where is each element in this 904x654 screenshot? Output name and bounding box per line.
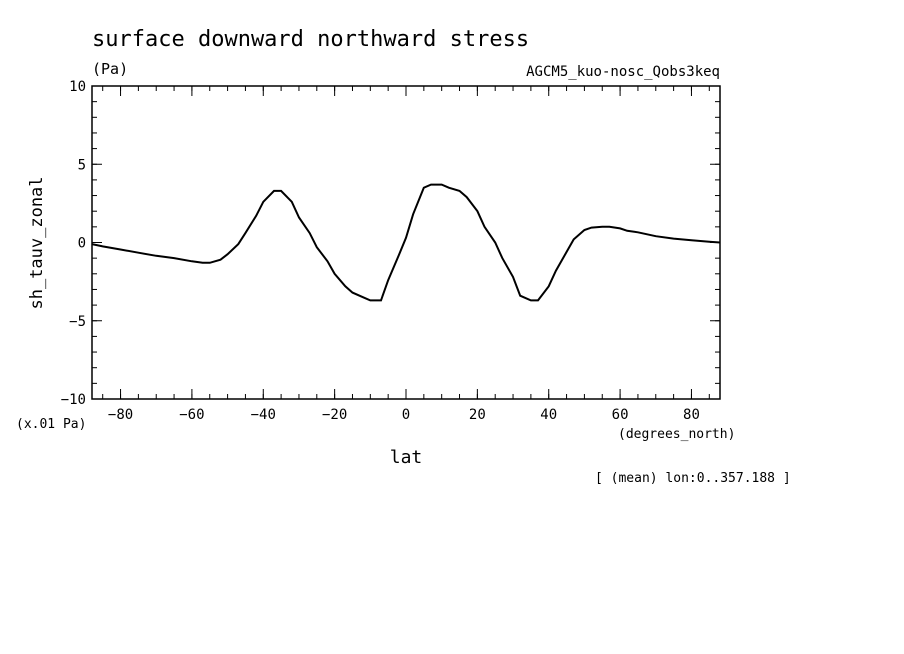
plot-frame bbox=[91, 85, 721, 400]
x-tick-label: 40 bbox=[540, 407, 557, 423]
x-tick-label: −60 bbox=[179, 407, 204, 423]
x-tick-label: −40 bbox=[251, 407, 276, 423]
x-axis-label: lat bbox=[390, 447, 423, 468]
series-line bbox=[91, 183, 721, 302]
x-tick-label: 20 bbox=[469, 407, 486, 423]
chart-title: surface downward northward stress bbox=[92, 27, 529, 52]
units-label: (Pa) bbox=[92, 60, 128, 78]
tick-labels: −80 −60 −40 −20 0 20 40 60 80 −10 −5 0 5 10 bbox=[61, 79, 700, 423]
x-units-label: (degrees_north) bbox=[618, 427, 735, 442]
y-tick-label: −5 bbox=[69, 314, 86, 330]
x-tick-label: 60 bbox=[612, 407, 629, 423]
ticks bbox=[92, 85, 720, 400]
x-tick-label: 0 bbox=[402, 407, 410, 423]
x-tick-label: −20 bbox=[322, 407, 347, 423]
x-tick-label: 80 bbox=[683, 407, 700, 423]
y-scale-note: (x.01 Pa) bbox=[16, 417, 86, 432]
y-tick-label: 5 bbox=[78, 157, 86, 173]
x-tick-label: −80 bbox=[108, 407, 133, 423]
footnote: [ (mean) lon:0..357.188 ] bbox=[595, 471, 791, 486]
y-tick-label: 10 bbox=[69, 79, 86, 95]
y-axis-label: sh_tauv_zonal bbox=[27, 176, 47, 309]
y-tick-label: 0 bbox=[78, 236, 86, 252]
y-tick-label: −10 bbox=[61, 392, 86, 408]
dataset-label: AGCM5_kuo-nosc_Qobs3keq bbox=[526, 64, 720, 80]
